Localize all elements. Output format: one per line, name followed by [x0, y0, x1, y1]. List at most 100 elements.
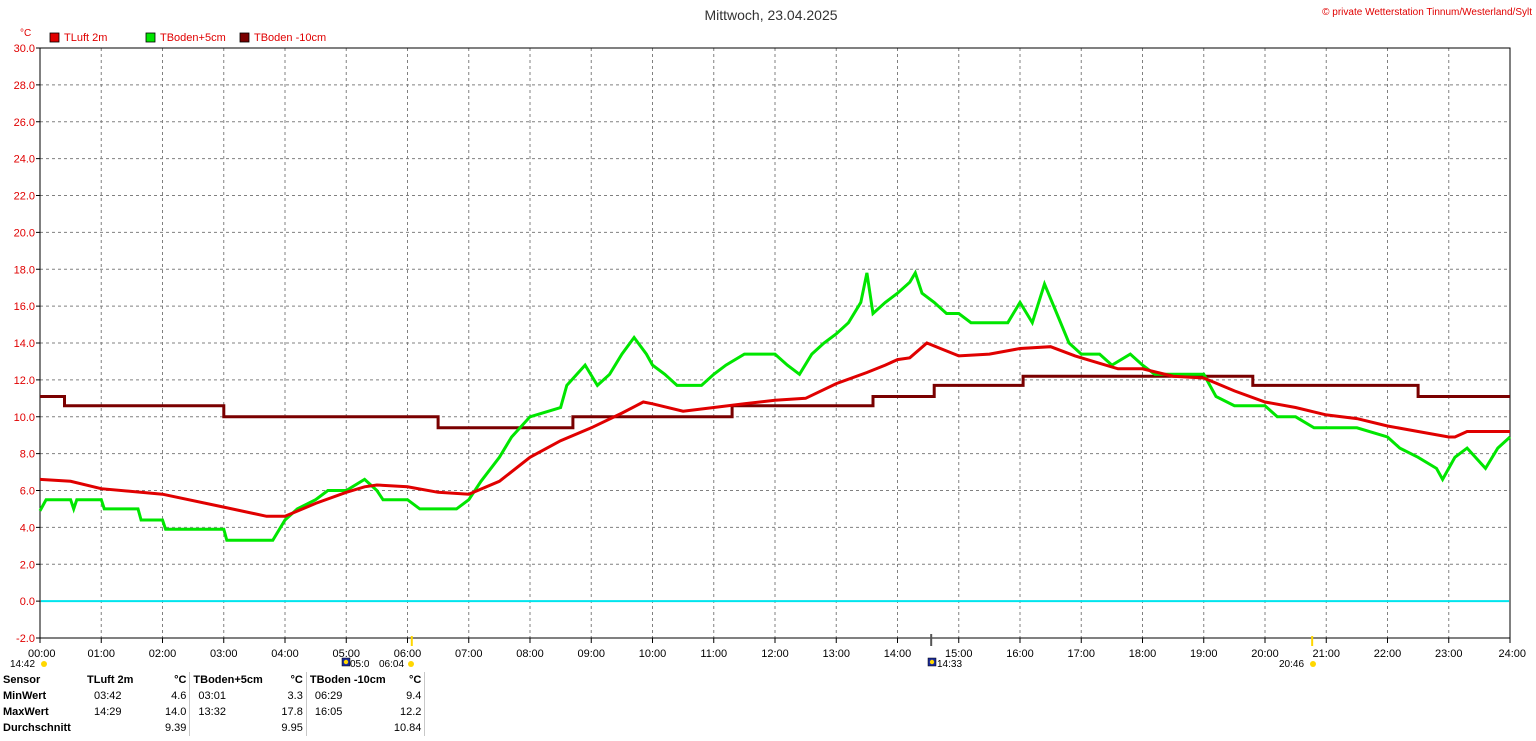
y-tick-label: 26.0 — [14, 117, 35, 129]
chart-title: Mittwoch, 23.04.2025 — [704, 7, 837, 23]
y-tick-label: 20.0 — [14, 227, 35, 239]
stats-header-tboden5: TBoden+5cm — [193, 674, 263, 686]
y-tick-label: 30.0 — [14, 43, 35, 55]
stats-value: 4.6 — [162, 688, 191, 704]
series-line-tboden10 — [40, 374, 1510, 430]
x-tick-label: 07:00 — [455, 648, 483, 660]
legend-label-tluft: TLuft 2m — [64, 32, 107, 44]
y-tick-label: 24.0 — [14, 154, 35, 166]
x-tick-label: 06:00 — [394, 648, 422, 660]
y-unit-label: °C — [20, 28, 31, 39]
y-tick-label: -2.0 — [16, 633, 35, 645]
x-tick-label: 15:00 — [945, 648, 973, 660]
stats-time — [84, 720, 162, 736]
stats-row-avg: Durchschnitt 9.39 9.95 10.84 — [0, 720, 426, 736]
moonrise-label: 14:33 — [937, 659, 962, 670]
y-tick-label: 8.0 — [20, 449, 35, 461]
y-tick-label: 10.0 — [14, 412, 35, 424]
x-tick-label: 10:00 — [639, 648, 667, 660]
sunset-sun-icon — [1310, 661, 1316, 667]
stats-value: 17.8 — [278, 704, 307, 720]
legend: TLuft 2m TBoden+5cm TBoden -10cm — [49, 32, 326, 44]
x-tick-label: 20:00 — [1251, 648, 1279, 660]
temperature-chart: -2.0 0.0 2.0 4.0 6.0 8.0 10.0 12.0 14.0 16.0 18.0 2… — [10, 7, 1532, 670]
y-tick-label: 18.0 — [14, 264, 35, 276]
y-axis: -2.0 0.0 2.0 4.0 6.0 8.0 10.0 12.0 14.0 16.0 18.0 2… — [14, 43, 40, 645]
moonset-icon-glyph — [343, 659, 349, 665]
astro-markers: 14:42 05:0 06:04 14:33 20:46 — [10, 634, 1316, 670]
stats-row-label: MinWert — [3, 690, 47, 702]
x-tick-label: 08:00 — [516, 648, 544, 660]
x-tick-label: 04:00 — [271, 648, 299, 660]
stats-time: 03:01 — [198, 690, 226, 702]
stats-time — [306, 720, 391, 736]
current-time-label: 14:42 — [10, 659, 35, 670]
stats-time: 14:29 — [94, 706, 122, 718]
stats-header-unit3: °C — [390, 672, 426, 688]
x-tick-label: 17:00 — [1067, 648, 1095, 660]
series-line-tboden5 — [38, 269, 1512, 542]
series-line-tluft — [39, 341, 1510, 518]
stats-time: 16:05 — [314, 706, 343, 718]
y-tick-label: 0.0 — [20, 596, 35, 608]
y-tick-label: 22.0 — [14, 191, 35, 203]
x-tick-label: 24:00 — [1498, 648, 1526, 660]
x-axis: 00:00 01:00 02:00 03:00 04:00 05:00 06:00 07:00… — [28, 638, 1526, 660]
legend-swatch-tboden10 — [239, 32, 250, 43]
x-tick-label: 03:00 — [210, 648, 238, 660]
statistics-table: Sensor TLuft 2m °C TBoden+5cm °C TBoden … — [0, 672, 426, 736]
x-tick-label: 11:00 — [700, 648, 727, 660]
chart-grid — [40, 48, 1510, 638]
y-tick-label: 4.0 — [20, 522, 35, 534]
stats-row-label: MaxWert — [3, 706, 49, 718]
legend-label-tboden5: TBoden+5cm — [160, 32, 226, 44]
x-tick-label: 23:00 — [1435, 648, 1463, 660]
x-tick-label: 02:00 — [149, 648, 177, 660]
stats-header-unit2: °C — [278, 672, 307, 688]
stats-value: 12.2 — [390, 704, 426, 720]
moonset-label: 05:0 — [350, 659, 370, 670]
stats-row-min: MinWert 03:42 4.6 03:01 3.3 06:29 9.4 — [0, 688, 426, 704]
stats-value: 9.95 — [278, 720, 307, 736]
copyright-text: © private Wetterstation Tinnum/Westerlan… — [1322, 7, 1532, 18]
stats-header-tboden10: TBoden -10cm — [309, 674, 386, 686]
y-tick-label: 14.0 — [14, 338, 35, 350]
sunrise-sun-icon — [408, 661, 414, 667]
moonrise-icon-glyph — [929, 659, 935, 665]
y-tick-label: 28.0 — [14, 80, 35, 92]
x-tick-label: 00:00 — [28, 648, 56, 660]
x-tick-label: 22:00 — [1374, 648, 1402, 660]
stats-value: 14.0 — [162, 704, 191, 720]
stats-value: 10.84 — [390, 720, 426, 736]
series-lines — [38, 269, 1512, 603]
stats-time — [190, 720, 279, 736]
x-tick-label: 12:00 — [761, 648, 789, 660]
legend-label-tboden10: TBoden -10cm — [254, 32, 326, 44]
y-tick-label: 2.0 — [20, 559, 35, 571]
stats-row-max: MaxWert 14:29 14.0 13:32 17.8 16:05 12.2 — [0, 704, 426, 720]
x-tick-label: 21:00 — [1312, 648, 1340, 660]
x-tick-label: 18:00 — [1129, 648, 1157, 660]
stats-time: 06:29 — [314, 690, 343, 702]
stats-header-sensor: Sensor — [3, 674, 41, 686]
y-tick-label: 16.0 — [14, 301, 35, 313]
x-tick-label: 01:00 — [87, 648, 115, 660]
stats-time: 03:42 — [94, 690, 122, 702]
x-tick-label: 09:00 — [577, 648, 605, 660]
stats-row-label: Durchschnitt — [3, 722, 71, 734]
stats-header-row: Sensor TLuft 2m °C TBoden+5cm °C TBoden … — [0, 672, 426, 688]
x-tick-label: 13:00 — [822, 648, 850, 660]
x-tick-label: 19:00 — [1190, 648, 1218, 660]
current-sun-icon — [41, 661, 47, 667]
legend-swatch-tluft — [49, 32, 60, 43]
stats-time: 13:32 — [198, 706, 226, 718]
x-tick-label: 05:00 — [332, 648, 360, 660]
stats-value: 9.39 — [162, 720, 191, 736]
stats-header-tluft: TLuft 2m — [87, 674, 134, 686]
legend-swatch-tboden5 — [145, 32, 156, 43]
sunrise-label: 06:04 — [379, 659, 404, 670]
stats-header-unit1: °C — [162, 672, 191, 688]
sunset-label: 20:46 — [1279, 659, 1304, 670]
stats-value: 3.3 — [278, 688, 307, 704]
y-tick-label: 6.0 — [20, 486, 35, 498]
